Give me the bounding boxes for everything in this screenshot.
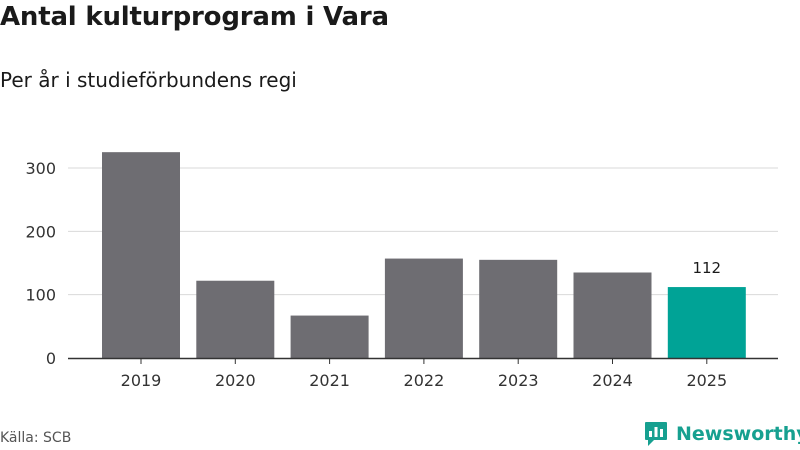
y-tick-label: 200	[25, 222, 56, 241]
y-tick-label: 100	[25, 286, 56, 305]
bar	[667, 287, 746, 358]
x-tick-label: 2022	[404, 371, 445, 390]
x-tick-label: 2024	[592, 371, 633, 390]
y-tick-label: 0	[46, 349, 56, 368]
x-tick-label: 2021	[309, 371, 350, 390]
y-tick-label: 300	[25, 159, 56, 178]
x-tick-label: 2025	[686, 371, 727, 390]
x-tick-label: 2023	[498, 371, 539, 390]
bar	[573, 272, 652, 358]
x-tick-label: 2019	[121, 371, 162, 390]
newsworthy-logo: Newsworthy	[644, 421, 800, 447]
bar-chart-speech-bubble-icon	[645, 422, 667, 446]
bar	[290, 315, 369, 358]
bar	[196, 280, 275, 358]
x-tick-label: 2020	[215, 371, 256, 390]
bar	[384, 258, 463, 358]
source-note: Källa: SCB	[0, 430, 72, 446]
brand-name: Newsworthy	[676, 423, 800, 445]
chart-title: Antal kulturprogram i Vara	[0, 2, 389, 32]
bar	[479, 259, 558, 358]
data-label: 112	[692, 259, 721, 277]
chart-subtitle: Per år i studieförbundens regi	[0, 68, 297, 92]
bar	[102, 152, 180, 358]
